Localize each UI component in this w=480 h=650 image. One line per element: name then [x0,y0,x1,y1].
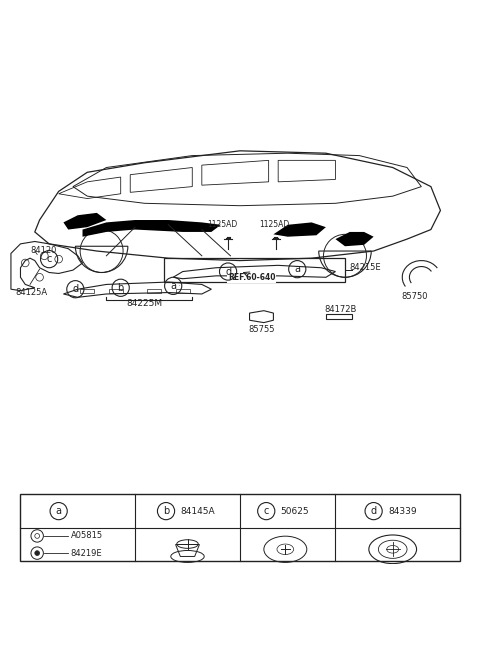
Text: 84145A: 84145A [180,506,215,515]
Text: 84219E: 84219E [71,549,102,558]
Text: 84215E: 84215E [350,263,382,272]
Text: 85755: 85755 [248,325,275,334]
Text: d: d [225,266,231,276]
Text: a: a [56,506,61,516]
Text: 84120: 84120 [30,246,56,255]
Text: a: a [170,281,176,291]
Text: a: a [294,264,300,274]
Text: 1125AD: 1125AD [259,220,289,229]
Text: 84225M: 84225M [127,299,163,308]
Text: 85750: 85750 [401,292,427,300]
Text: d: d [371,506,377,516]
Polygon shape [274,222,326,237]
Polygon shape [63,213,107,229]
Text: 50625: 50625 [281,506,309,515]
Text: a: a [178,285,180,287]
Text: b: b [118,283,124,292]
Text: 84339: 84339 [388,506,417,515]
Text: A05815: A05815 [71,532,103,540]
Text: d: d [72,284,78,294]
Text: c: c [264,506,269,516]
Text: 84172B: 84172B [324,305,357,314]
Polygon shape [336,232,373,246]
Text: REF.60-640: REF.60-640 [228,273,276,282]
Text: b: b [163,506,169,516]
Text: 1125AD: 1125AD [207,220,237,229]
Text: 84125A: 84125A [16,288,48,297]
Polygon shape [83,220,221,237]
Text: c: c [47,254,52,264]
Circle shape [35,551,39,556]
